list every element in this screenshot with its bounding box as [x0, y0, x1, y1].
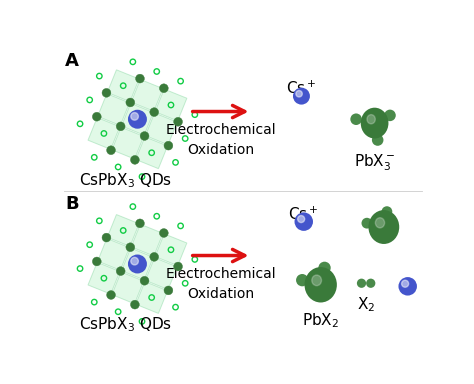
Circle shape [140, 276, 149, 285]
Circle shape [164, 286, 173, 295]
Circle shape [102, 233, 111, 242]
Text: Electrochemical
Oxidation: Electrochemical Oxidation [165, 123, 276, 157]
Circle shape [164, 141, 173, 150]
Circle shape [102, 88, 111, 97]
Text: Cs$^+$: Cs$^+$ [286, 80, 317, 97]
Circle shape [399, 277, 417, 296]
Polygon shape [155, 234, 187, 266]
Circle shape [298, 215, 305, 223]
Circle shape [116, 267, 125, 275]
Circle shape [372, 134, 383, 146]
Circle shape [128, 110, 147, 129]
Circle shape [294, 212, 313, 231]
Text: A: A [65, 52, 79, 70]
Ellipse shape [368, 210, 399, 244]
Polygon shape [98, 94, 129, 126]
Circle shape [136, 74, 145, 83]
Polygon shape [88, 118, 120, 149]
Circle shape [319, 262, 331, 274]
Circle shape [131, 257, 138, 265]
Polygon shape [121, 248, 154, 280]
Ellipse shape [361, 108, 389, 139]
Circle shape [350, 113, 362, 125]
Polygon shape [155, 89, 187, 121]
Circle shape [159, 228, 168, 237]
Circle shape [128, 255, 147, 273]
Polygon shape [146, 258, 177, 290]
Circle shape [130, 300, 139, 309]
Polygon shape [121, 103, 154, 135]
Circle shape [384, 109, 396, 121]
Circle shape [107, 291, 116, 300]
Circle shape [173, 262, 182, 271]
Polygon shape [131, 224, 163, 256]
Text: PbX$_3^-$: PbX$_3^-$ [354, 152, 395, 173]
Polygon shape [107, 215, 139, 247]
Circle shape [173, 118, 182, 126]
Circle shape [362, 218, 372, 228]
Ellipse shape [367, 114, 375, 124]
Circle shape [131, 113, 138, 120]
Circle shape [382, 206, 392, 217]
Circle shape [159, 84, 168, 93]
Circle shape [126, 98, 135, 107]
Ellipse shape [375, 218, 384, 228]
Ellipse shape [312, 275, 321, 286]
Polygon shape [146, 113, 177, 145]
Circle shape [126, 243, 135, 252]
Circle shape [296, 91, 302, 97]
Polygon shape [88, 262, 120, 294]
Circle shape [136, 219, 145, 228]
Ellipse shape [304, 267, 337, 303]
Text: B: B [65, 195, 79, 214]
Circle shape [293, 88, 310, 104]
Circle shape [107, 146, 116, 155]
Circle shape [130, 156, 139, 164]
Text: X$_2$: X$_2$ [357, 296, 375, 314]
Circle shape [150, 108, 159, 116]
Text: PbX$_2$: PbX$_2$ [302, 311, 339, 329]
Text: CsPbX$_3$ QDs: CsPbX$_3$ QDs [79, 172, 173, 190]
Circle shape [401, 280, 409, 287]
Circle shape [92, 112, 101, 121]
Circle shape [116, 122, 125, 131]
Polygon shape [112, 272, 144, 304]
Polygon shape [136, 281, 168, 313]
Text: Electrochemical
Oxidation: Electrochemical Oxidation [165, 267, 276, 301]
Polygon shape [136, 137, 168, 169]
Text: Cs$^+$: Cs$^+$ [289, 205, 319, 223]
Polygon shape [107, 70, 139, 102]
Polygon shape [98, 238, 129, 270]
Circle shape [296, 274, 309, 286]
Circle shape [140, 132, 149, 141]
Polygon shape [112, 127, 144, 159]
Circle shape [92, 257, 101, 266]
Polygon shape [131, 79, 163, 111]
Text: CsPbX$_3$ QDs: CsPbX$_3$ QDs [79, 316, 173, 334]
Circle shape [150, 252, 159, 261]
Circle shape [366, 279, 375, 288]
Circle shape [357, 279, 366, 288]
